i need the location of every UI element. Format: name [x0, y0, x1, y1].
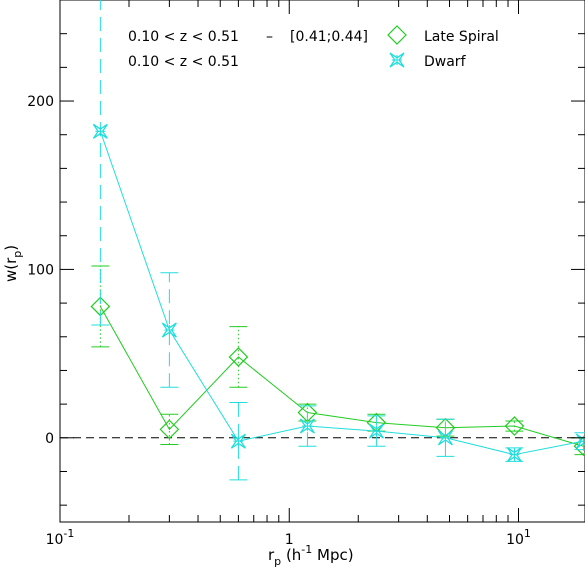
data-point	[504, 416, 525, 436]
annotation-dash: –	[266, 29, 273, 45]
data-point	[368, 423, 384, 439]
y-tick-label: 100	[27, 262, 54, 278]
y-tick-label: 0	[45, 431, 54, 447]
star-outline	[92, 123, 108, 139]
series-dwarf	[91, 0, 585, 481]
y-tick-label: 200	[27, 94, 54, 110]
legend-label-dwarf: Dwarf	[424, 54, 467, 70]
legend-star-marker	[389, 52, 405, 68]
x-tick-label: 101	[506, 527, 531, 548]
data-point	[575, 433, 585, 449]
data-point	[299, 418, 315, 434]
data-point	[230, 433, 246, 449]
star-outline	[506, 447, 522, 463]
legend-label-late-spiral: Late Spiral	[424, 29, 499, 45]
legend: Late Spiral Dwarf	[387, 25, 499, 70]
star-outline	[368, 423, 384, 439]
series-late-spiral	[90, 265, 585, 457]
star-outline	[575, 433, 585, 449]
annotation-range-1: 0.10 < z < 0.51	[128, 29, 239, 45]
legend-diamond-marker	[387, 25, 407, 45]
x-tick-label: 1	[285, 532, 294, 548]
data-point	[437, 430, 453, 446]
data-point	[159, 419, 180, 440]
annotation-interval: [0.41;0.44]	[290, 29, 368, 45]
data-point	[161, 322, 177, 338]
star-outline	[389, 52, 405, 68]
data-point	[573, 436, 585, 457]
x-axis-label: rp (h-1 Mpc)	[268, 543, 354, 568]
star-outline	[299, 418, 315, 434]
legend-star-shape	[389, 52, 405, 68]
star-outline	[437, 430, 453, 446]
series-line	[99, 306, 584, 447]
data-point	[228, 347, 249, 367]
plot-frame	[59, 0, 585, 523]
x-tick-label: 10-1	[46, 527, 75, 548]
star-outline	[161, 322, 177, 338]
data-point	[506, 447, 522, 463]
star-outline	[230, 433, 246, 449]
annotation-range-2: 0.10 < z < 0.51	[128, 54, 239, 70]
series-line	[99, 131, 584, 456]
y-axis-label: w(rp)	[2, 245, 24, 282]
data-point	[92, 123, 108, 139]
